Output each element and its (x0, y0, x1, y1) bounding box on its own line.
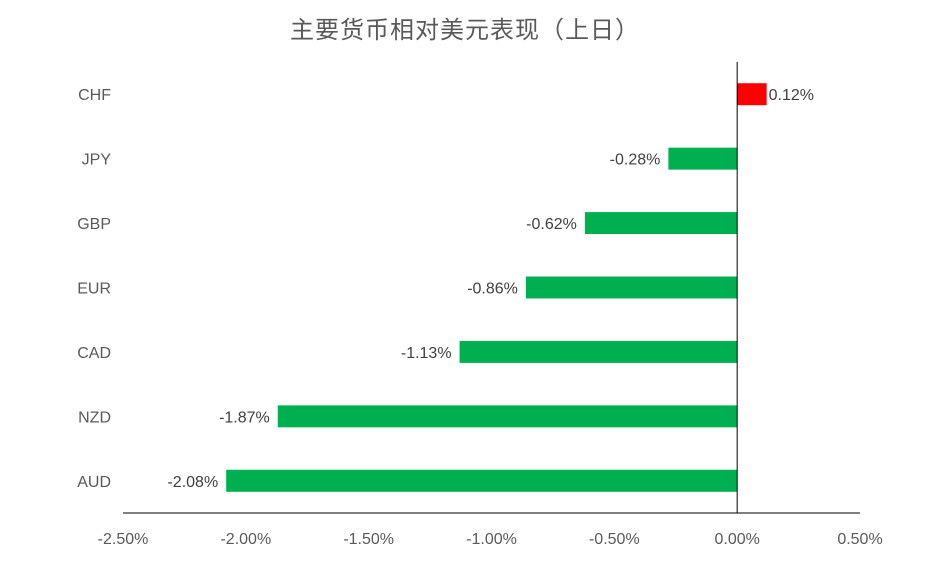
data-label: -2.08% (167, 474, 218, 491)
category-label: AUD (77, 474, 111, 491)
x-tick-label: 0.50% (837, 531, 882, 548)
category-label: GBP (77, 216, 111, 233)
bar (737, 83, 767, 106)
data-label: -0.86% (467, 281, 518, 298)
category-label: CAD (77, 345, 111, 362)
category-label: EUR (77, 281, 111, 298)
category-label: JPY (82, 152, 112, 169)
data-label: -0.28% (610, 152, 661, 169)
data-label: -0.62% (526, 216, 577, 233)
category-label: CHF (78, 87, 111, 104)
chart-title: 主要货币相对美元表现（上日） (290, 16, 640, 44)
x-tick-label: -2.50% (98, 531, 149, 548)
data-label: 0.12% (769, 87, 814, 104)
x-tick-label: -2.00% (220, 531, 271, 548)
x-tick-label: -1.50% (343, 531, 394, 548)
category-label: NZD (78, 409, 111, 426)
bar (584, 212, 738, 235)
x-tick-label: -1.00% (466, 531, 517, 548)
data-label: -1.87% (219, 409, 270, 426)
bar (668, 147, 738, 170)
bar (277, 405, 738, 428)
bar (525, 276, 738, 299)
x-tick-label: 0.00% (714, 531, 759, 548)
bar (459, 340, 738, 363)
data-label: -1.13% (401, 345, 452, 362)
x-tick-label: -0.50% (589, 531, 640, 548)
bar (226, 469, 738, 492)
